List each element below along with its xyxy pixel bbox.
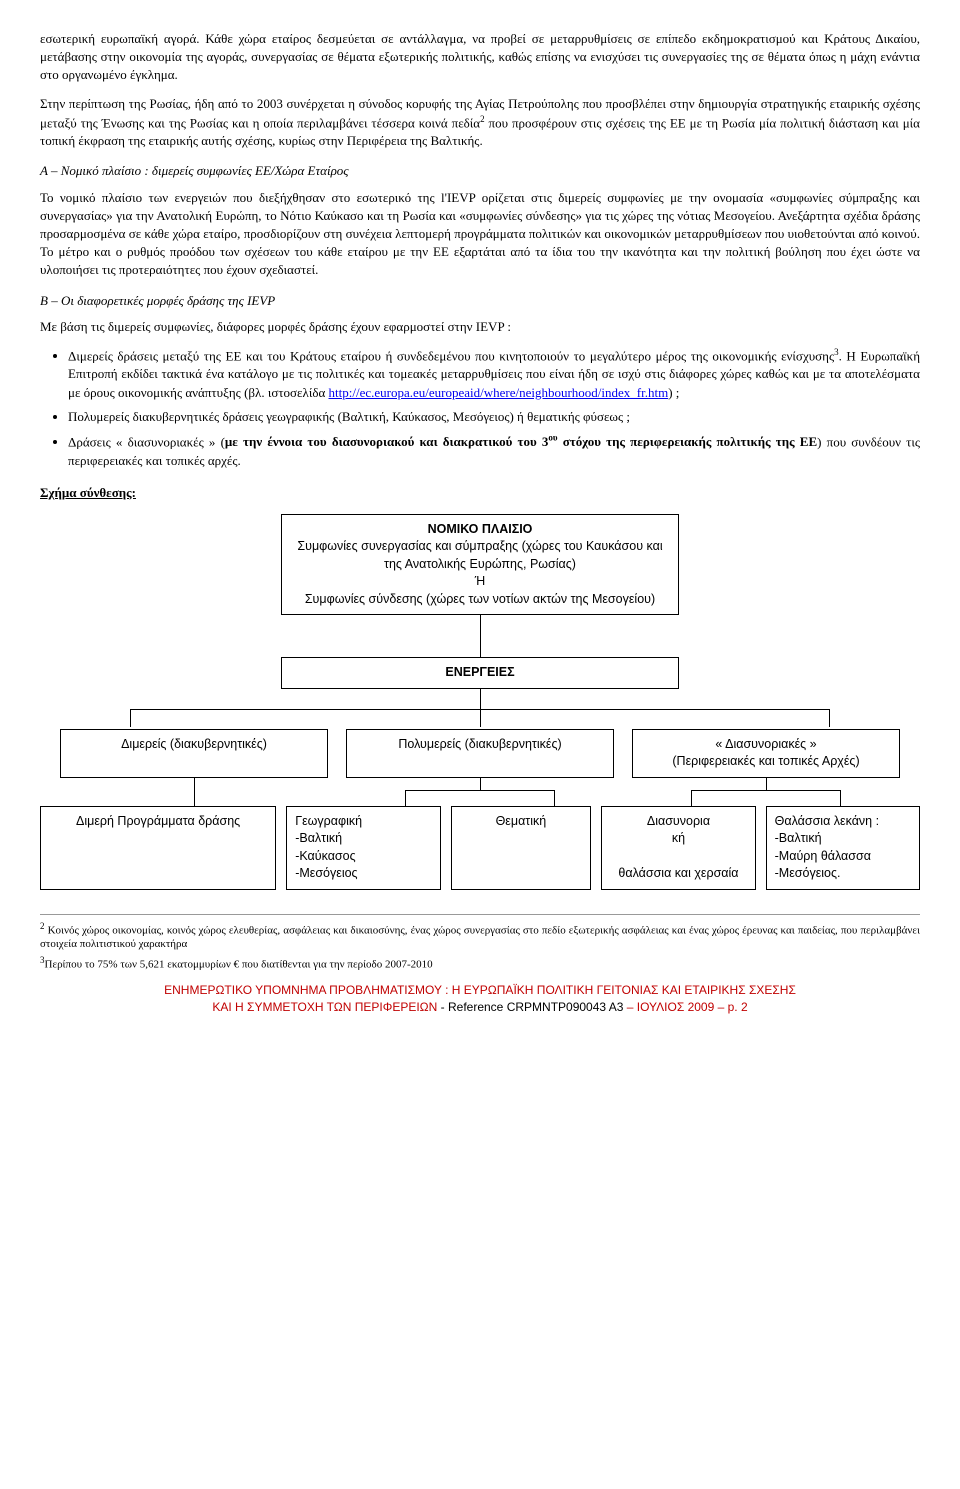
box-top-or: Ή xyxy=(290,573,670,591)
box-multilateral: Πολυμερείς (διακυβερνητικές) xyxy=(346,729,614,778)
li3c: στόχου της περιφερειακής πολιτικής της Ε… xyxy=(558,434,818,449)
footer-line2b: - Reference CRPMNTP090043 A3 xyxy=(437,1000,626,1014)
page-footer: ΕΝΗΜΕΡΩΤΙΚΟ ΥΠΟΜΝΗΜΑ ΠΡΟΒΛΗΜΑΤΙΣΜΟΥ : Η … xyxy=(40,982,920,1016)
li1c: ) ; xyxy=(668,385,679,400)
schema-title: Σχήμα σύνθεσης: xyxy=(40,484,920,502)
list-item: Διμερείς δράσεις μεταξύ της ΕΕ και του Κ… xyxy=(68,346,920,402)
paragraph-4: Με βάση τις διμερείς συμφωνίες, διάφορες… xyxy=(40,318,920,336)
list-item: Πολυμερείς διακυβερνητικές δράσεις γεωγρ… xyxy=(68,408,920,426)
paragraph-3: Το νομικό πλαίσιο των ενεργειών που διεξ… xyxy=(40,189,920,280)
box-geographic: Γεωγραφική -Βαλτική -Καύκασος -Μεσόγειος xyxy=(286,806,440,890)
box-sea-basin: Θαλάσσια λεκάνη : -Βαλτική -Μαύρη θάλασσ… xyxy=(766,806,920,890)
box-top-line1: Συμφωνίες συνεργασίας και σύμπραξης (χώρ… xyxy=(290,538,670,573)
footer-line2c: – ΙΟΥΛΙΟΣ 2009 – p. 2 xyxy=(627,1000,748,1014)
section-a-title: Α – Νομικό πλαίσιο : διμερείς συμφωνίες … xyxy=(40,162,920,180)
box-crossborder-detail: Διασυνορια κή θαλάσσια και χερσαία xyxy=(601,806,755,890)
diagram: ΝΟΜΙΚΟ ΠΛΑΙΣΙΟ Συμφωνίες συνεργασίας και… xyxy=(40,514,920,890)
li3b: με την έννοια του διασυνοριακού και διακ… xyxy=(225,434,548,449)
connector-row xyxy=(60,778,900,806)
li3-bold: με την έννοια του διασυνοριακού και διακ… xyxy=(225,434,817,449)
box-thematic: Θεματική xyxy=(451,806,592,890)
box-crossborder: « Διασυνοριακές » (Περιφερειακές και τοπ… xyxy=(632,729,900,778)
box-top-line2: Συμφωνίες σύνδεσης (χώρες των νοτίων ακτ… xyxy=(290,591,670,609)
paragraph-1: εσωτερική ευρωπαϊκή αγορά. Κάθε χώρα ετα… xyxy=(40,30,920,85)
box-bilateral: Διμερείς (διακυβερνητικές) xyxy=(60,729,328,778)
europa-link[interactable]: http://ec.europa.eu/europeaid/where/neig… xyxy=(329,385,669,400)
footer-line1: ΕΝΗΜΕΡΩΤΙΚΟ ΥΠΟΜΝΗΜΑ ΠΡΟΒΛΗΜΑΤΙΣΜΟΥ : Η … xyxy=(164,983,796,997)
box-top-title: ΝΟΜΙΚΟ ΠΛΑΙΣΙΟ xyxy=(290,521,670,539)
r1cb: (Περιφερειακές και τοπικές Αρχές) xyxy=(672,754,859,768)
connector xyxy=(480,615,481,657)
row-level-2: Διμερή Προγράμματα δράσης Γεωγραφική -Βα… xyxy=(40,806,920,890)
footnotes: 2 Κοινός χώρος οικονομίας, κοινός χώρος … xyxy=(40,914,920,973)
row-level-1: Διμερείς (διακυβερνητικές) Πολυμερείς (δ… xyxy=(60,729,900,778)
connector xyxy=(480,689,481,709)
action-list: Διμερείς δράσεις μεταξύ της ΕΕ και του Κ… xyxy=(40,346,920,470)
list-item: Δράσεις « διασυνοριακές » (με την έννοια… xyxy=(68,432,920,470)
fn2-text: Κοινός χώρος οικονομίας, κοινός χώρος ελ… xyxy=(40,925,920,951)
box-actions: ΕΝΕΡΓΕΙΕΣ xyxy=(281,657,679,689)
connector-fan xyxy=(130,709,830,729)
sup-ou: ου xyxy=(548,433,557,443)
section-b-title: Β – Οι διαφορετικές μορφές δράσης της IE… xyxy=(40,292,920,310)
footnote-3: 3Περίπου το 75% των 5,621 εκατομμυρίων €… xyxy=(40,955,920,972)
paragraph-2: Στην περίπτωση της Ρωσίας, ήδη από το 20… xyxy=(40,95,920,151)
fn3-text: Περίπου το 75% των 5,621 εκατομμυρίων € … xyxy=(45,959,433,971)
footer-line2a: ΚΑΙ Η ΣΥΜΜΕΤΟΧΗ ΤΩΝ ΠΕΡΙΦΕΡΕΙΩΝ xyxy=(212,1000,437,1014)
li3a: Δράσεις « διασυνοριακές » ( xyxy=(68,434,225,449)
box-legal-framework: ΝΟΜΙΚΟ ΠΛΑΙΣΙΟ Συμφωνίες συνεργασίας και… xyxy=(281,514,679,616)
li1a: Διμερείς δράσεις μεταξύ της ΕΕ και του Κ… xyxy=(68,348,834,363)
footnote-2: 2 Κοινός χώρος οικονομίας, κοινός χώρος … xyxy=(40,921,920,952)
r1ca: « Διασυνοριακές » xyxy=(715,737,816,751)
box-bilateral-programs: Διμερή Προγράμματα δράσης xyxy=(40,806,276,890)
